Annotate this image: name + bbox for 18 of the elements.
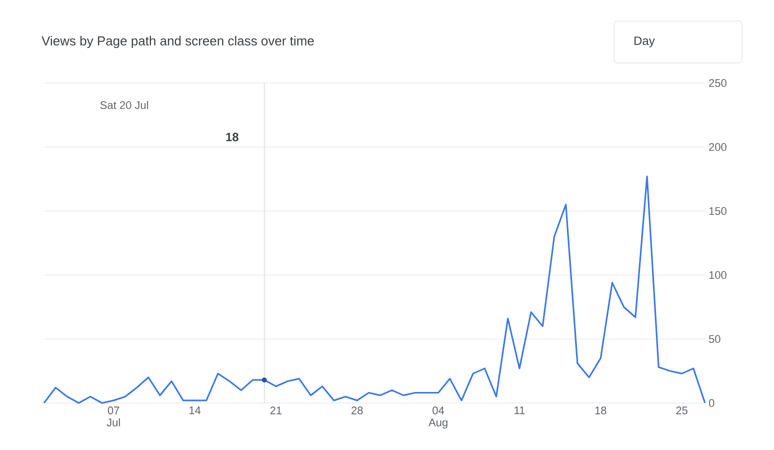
annotation: 18 xyxy=(226,132,238,142)
annotation: Sat 20 Jul xyxy=(100,100,148,110)
x-tick-label: 21 xyxy=(270,406,282,414)
x-tick-label: 11 xyxy=(514,406,525,414)
x-tick-label: 25 xyxy=(676,406,688,414)
x-tick-label: 28 xyxy=(352,406,363,414)
x-tick-label: 18 xyxy=(595,406,606,414)
text: Day xyxy=(634,36,655,48)
x-tick-label: 14 xyxy=(189,406,201,414)
chart-title: Views by Page path and screen class over time xyxy=(42,36,314,48)
y-tick-label: 50 xyxy=(708,335,720,343)
y-tick-label: 0 xyxy=(708,399,714,407)
y-tick-label: 250 xyxy=(709,79,726,87)
y-tick-label: 150 xyxy=(709,207,726,215)
y-tick-label: 100 xyxy=(709,271,726,279)
x-tick-label: 04 Aug xyxy=(428,406,448,428)
x-tick-label: 07 Jul xyxy=(106,406,120,426)
y-tick-label: 200 xyxy=(709,143,726,151)
